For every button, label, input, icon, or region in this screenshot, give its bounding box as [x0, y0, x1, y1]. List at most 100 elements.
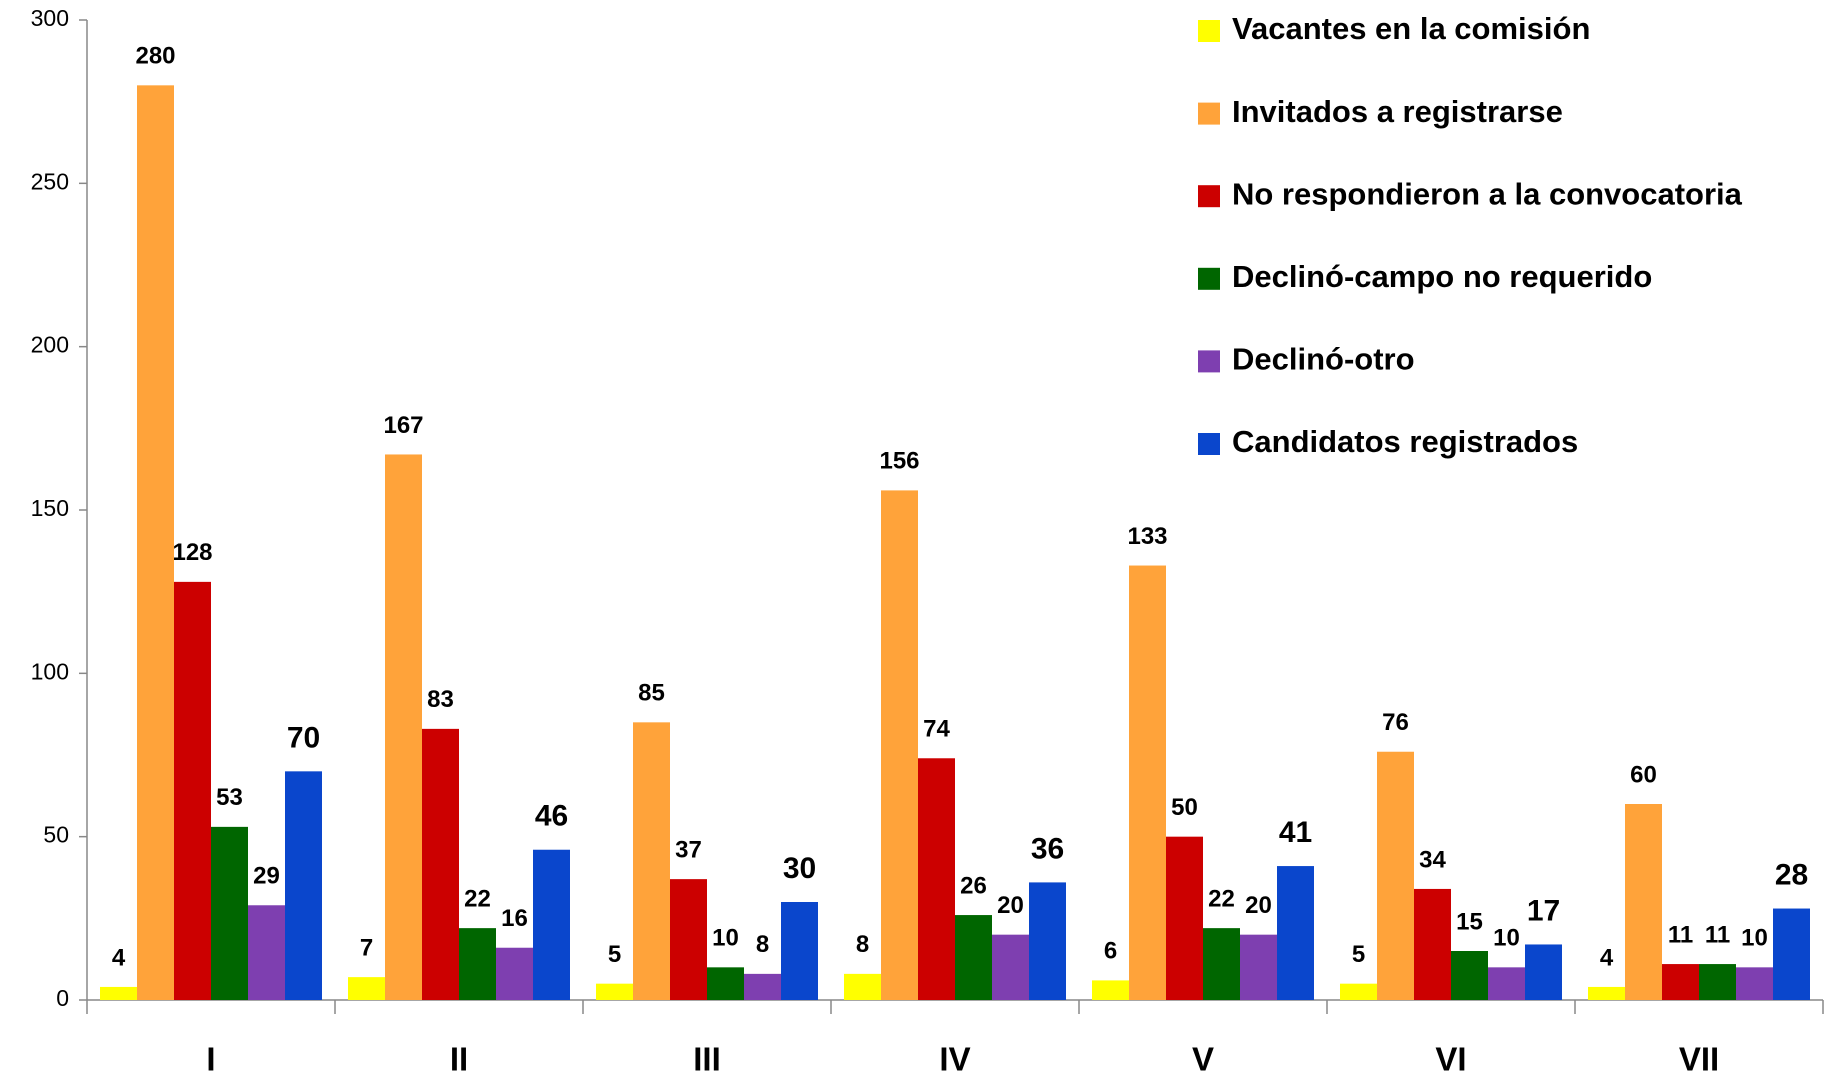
legend-label: Candidatos registrados	[1232, 424, 1578, 459]
value-label: 7	[360, 934, 373, 961]
value-label: 36	[1031, 832, 1064, 865]
value-label: 20	[1245, 892, 1272, 919]
value-label: 8	[856, 931, 869, 958]
y-tick-label: 150	[31, 495, 69, 521]
legend-swatch	[1198, 20, 1220, 42]
bar	[496, 947, 533, 1000]
bar	[992, 934, 1029, 1000]
value-label: 4	[1600, 944, 1614, 971]
value-label: 128	[172, 539, 212, 566]
bar	[422, 728, 459, 1000]
bar	[1414, 888, 1451, 1000]
legend-swatch	[1198, 185, 1220, 208]
bar	[459, 928, 496, 1000]
value-label: 70	[287, 721, 320, 754]
bar	[100, 986, 137, 1000]
legend-swatch	[1198, 350, 1220, 373]
bar	[174, 581, 211, 1000]
value-label: 4	[112, 944, 126, 971]
value-label: 74	[923, 716, 950, 743]
legend-swatch	[1198, 267, 1220, 290]
bar	[533, 849, 570, 1000]
bar	[385, 454, 422, 1000]
value-label: 8	[756, 931, 769, 958]
value-label: 76	[1382, 709, 1409, 736]
bar	[1166, 836, 1203, 1000]
value-label: 85	[638, 680, 665, 707]
y-tick-label: 0	[56, 985, 69, 1011]
value-label: 22	[464, 885, 491, 912]
bar	[1029, 882, 1066, 1000]
x-tick-label: VII	[1679, 1041, 1719, 1078]
bar	[211, 826, 248, 1000]
value-label: 30	[783, 852, 816, 885]
bar	[1451, 951, 1488, 1000]
value-label: 17	[1527, 894, 1560, 927]
value-label: 29	[253, 863, 280, 890]
bar	[1340, 983, 1377, 1000]
value-label: 34	[1419, 846, 1446, 873]
bar	[285, 771, 322, 1000]
legend-label: Invitados a registrarse	[1232, 94, 1563, 129]
legend-label: Vacantes en la comisión	[1232, 11, 1590, 46]
bar	[781, 902, 818, 1000]
value-label: 60	[1630, 761, 1657, 788]
bar	[1525, 944, 1562, 1000]
value-label: 11	[1705, 921, 1730, 948]
legend-label: No respondieron a la convocatoria	[1232, 176, 1743, 211]
x-tick-label: VI	[1435, 1041, 1466, 1078]
value-label: 5	[1352, 941, 1365, 968]
y-tick-label: 200	[31, 332, 69, 358]
legend-label: Declinó-campo no requerido	[1232, 259, 1652, 294]
value-label: 53	[216, 784, 243, 811]
legend-label: Declinó-otro	[1232, 342, 1415, 377]
value-label: 41	[1279, 816, 1312, 849]
value-label: 280	[135, 43, 175, 70]
bar	[744, 973, 781, 1000]
bar	[1277, 866, 1314, 1000]
bar	[348, 977, 385, 1000]
legend-swatch	[1198, 102, 1220, 125]
value-label: 133	[1127, 523, 1167, 550]
y-tick-label: 250	[31, 168, 69, 194]
bar	[1773, 908, 1810, 1000]
x-tick-label: III	[693, 1041, 721, 1078]
y-tick-label: 300	[31, 5, 69, 31]
value-label: 83	[427, 686, 454, 713]
bar	[1699, 964, 1736, 1000]
value-label: 10	[1741, 925, 1768, 952]
bar	[1092, 980, 1129, 1000]
bar	[670, 879, 707, 1000]
bar	[1240, 934, 1277, 1000]
value-label: 11	[1668, 921, 1693, 948]
value-label: 26	[960, 872, 987, 899]
bar	[1625, 804, 1662, 1000]
value-label: 37	[675, 836, 702, 863]
bar	[248, 905, 285, 1000]
bar	[918, 758, 955, 1000]
x-tick-label: V	[1192, 1041, 1214, 1078]
y-tick-label: 100	[31, 658, 69, 684]
value-label: 167	[383, 412, 423, 439]
bar	[955, 915, 992, 1000]
bar	[1736, 967, 1773, 1000]
bar	[1662, 964, 1699, 1000]
value-label: 6	[1104, 938, 1117, 965]
bar	[137, 85, 174, 1001]
value-label: 5	[608, 941, 621, 968]
value-label: 28	[1775, 858, 1808, 891]
y-tick-label: 50	[43, 822, 69, 848]
value-label: 10	[712, 925, 739, 952]
bar	[1488, 967, 1525, 1000]
value-label: 22	[1208, 885, 1235, 912]
x-tick-label: I	[206, 1041, 215, 1078]
x-tick-label: II	[450, 1041, 468, 1078]
bar	[881, 490, 918, 1000]
bar	[1377, 751, 1414, 1000]
bar	[596, 983, 633, 1000]
x-tick-label: IV	[939, 1041, 970, 1078]
value-label: 16	[501, 905, 528, 932]
bar	[1129, 565, 1166, 1000]
value-label: 46	[535, 800, 568, 833]
